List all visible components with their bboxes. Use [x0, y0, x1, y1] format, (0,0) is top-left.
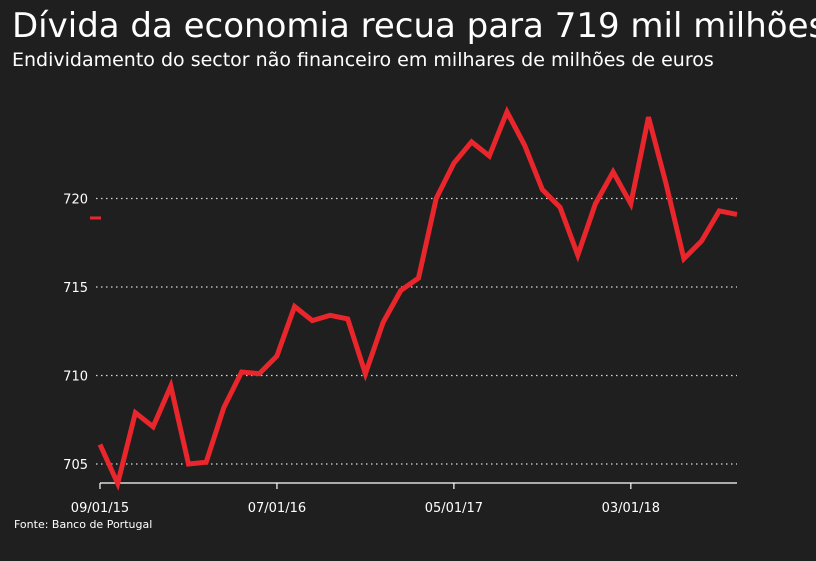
y-tick-label: 705	[63, 458, 88, 473]
grid-lines	[96, 197, 737, 465]
x-tick-label: 09/01/15	[71, 501, 129, 516]
y-axis-ticks: 705 710 715 720	[63, 193, 88, 474]
y-tick-label: 710	[63, 370, 88, 385]
x-axis-ticks: 09/01/15 07/01/16 05/01/17 03/01/18	[71, 483, 660, 516]
y-tick-label: 715	[63, 281, 88, 296]
series-line-group	[97, 105, 738, 492]
chart-subtitle: Endividamento do sector não financeiro e…	[12, 49, 714, 71]
x-tick-label: 03/01/18	[602, 501, 660, 516]
x-tick-label: 07/01/16	[248, 501, 306, 516]
series-line	[97, 105, 738, 492]
source-note: Fonte: Banco de Portugal	[14, 518, 153, 531]
y-tick-label: 720	[63, 193, 88, 208]
x-tick-label: 05/01/17	[425, 501, 483, 516]
chart-title: Dívida da economia recua para 719 mil mi…	[12, 6, 816, 46]
